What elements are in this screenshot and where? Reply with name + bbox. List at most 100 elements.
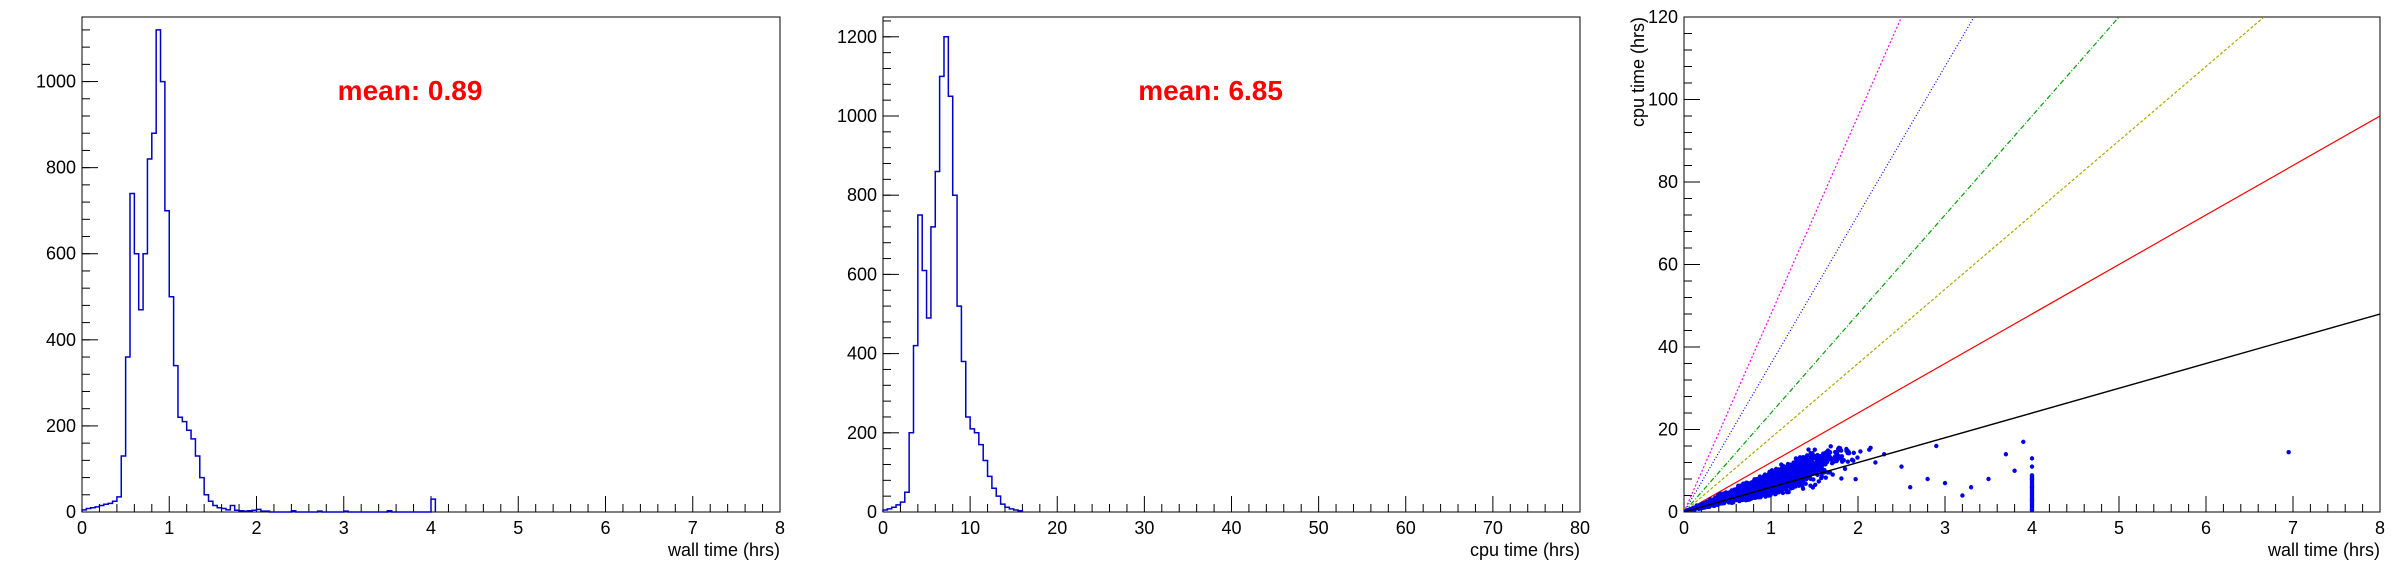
histogram-bin <box>953 195 957 512</box>
x-tick-label: 40 <box>1221 518 1241 538</box>
mean-annotation: mean: 6.85 <box>1138 75 1283 106</box>
scatter-point <box>1834 451 1840 456</box>
scatter-point <box>1746 485 1751 491</box>
histogram-panel-1: 0 1 2 3 4 5 6 7 8 0 200 400 600 800 1000 wall time (hrs… <box>36 16 785 560</box>
scatter-point <box>1808 476 1813 482</box>
histogram-bin <box>222 509 226 512</box>
scatter-point <box>1768 478 1774 483</box>
scatter-point <box>1763 493 1769 498</box>
scatter-point <box>1774 490 1779 496</box>
histogram-bin <box>974 433 978 512</box>
scatter-point <box>1845 450 1850 456</box>
y-tick-label: 0 <box>66 502 76 522</box>
scatter-point <box>1798 479 1804 484</box>
scatter-point <box>1785 477 1790 483</box>
reference-line <box>1684 17 1903 512</box>
scatter-point <box>1813 482 1818 487</box>
x-axis-label: wall time (hrs) <box>2267 540 2380 560</box>
plot-frame <box>1683 16 2381 513</box>
scatter-point <box>1764 477 1770 483</box>
scatter-point <box>1836 445 1842 451</box>
histogram-bin <box>178 417 182 512</box>
scatter-point <box>1781 477 1787 483</box>
histogram-bin <box>86 509 90 512</box>
x-tick-label: 7 <box>2288 518 2298 538</box>
scatter-point <box>1986 476 1991 482</box>
histogram-bin <box>996 496 1000 512</box>
histogram-bin <box>95 507 99 512</box>
reference-line <box>1684 17 1975 512</box>
scatter-point <box>1742 490 1747 495</box>
histogram-bin <box>156 30 160 512</box>
histogram-bin <box>113 501 117 512</box>
y-tick-label: 60 <box>1658 255 1678 275</box>
scatter-point <box>1790 485 1796 491</box>
histogram-bin <box>1009 509 1013 512</box>
histogram-bin <box>209 501 213 512</box>
histogram-bin <box>1014 510 1018 512</box>
y-tick-label: 40 <box>1658 337 1678 357</box>
histogram-bin <box>387 511 391 512</box>
x-tick-label: 1 <box>164 518 174 538</box>
scatter-point <box>1779 468 1785 473</box>
scatter-point <box>2286 449 2291 455</box>
histogram-bin <box>108 503 112 512</box>
histogram-bin <box>147 159 151 512</box>
scatter-point <box>1784 484 1789 489</box>
histogram-bin <box>883 510 887 512</box>
scatter-point <box>1737 487 1743 493</box>
y-tick-label: 120 <box>1648 7 1678 27</box>
scatter-point <box>1855 455 1860 460</box>
y-tick-label: 1200 <box>837 27 877 47</box>
x-tick-label: 10 <box>960 518 980 538</box>
scatter-point <box>1724 492 1729 498</box>
scatter-point <box>2021 439 2026 445</box>
histogram-bin <box>252 510 256 512</box>
y-tick-label: 0 <box>867 502 877 522</box>
x-tick-label: 5 <box>2114 518 2124 538</box>
scatter-point <box>1858 449 1863 454</box>
y-tick-label: 600 <box>46 244 76 264</box>
reference-line <box>1684 115 2380 512</box>
scatter-point <box>1771 473 1776 478</box>
histogram-bin <box>239 511 243 512</box>
histogram-bin <box>117 497 121 512</box>
histogram-bin <box>909 433 913 512</box>
scatter-point <box>1812 465 1817 470</box>
histogram-bin <box>918 215 922 512</box>
scatter-point <box>1853 476 1858 482</box>
x-tick-label: 70 <box>1483 518 1503 538</box>
scatter-point <box>1789 474 1795 479</box>
histogram-bin <box>931 227 935 512</box>
scatter-point <box>1834 458 1839 464</box>
scatter-point <box>1714 496 1720 502</box>
scatter-point <box>1774 486 1780 491</box>
scatter-point <box>1785 468 1790 473</box>
scatter-point <box>1826 457 1831 462</box>
histogram-bin <box>165 211 169 512</box>
y-tick-label: 200 <box>847 423 877 443</box>
histogram-outline <box>81 29 437 513</box>
scatter-point <box>1803 457 1809 462</box>
histogram-bin <box>91 508 95 512</box>
histogram-bin <box>887 509 891 512</box>
histogram-bin <box>230 506 234 512</box>
scatter-point <box>1737 498 1742 504</box>
scatter-point <box>2029 464 2035 469</box>
histogram-bin <box>900 502 904 512</box>
histogram-bin <box>82 510 86 512</box>
histogram-bin <box>204 495 208 512</box>
x-tick-label: 6 <box>2201 518 2211 538</box>
histogram-bin <box>940 76 944 512</box>
scatter-point <box>1845 459 1851 464</box>
histogram-bin <box>979 445 983 512</box>
scatter-point <box>1808 451 1813 456</box>
reference-line <box>1684 17 2120 512</box>
scatter-point <box>1747 481 1752 486</box>
scatter-point <box>1729 492 1735 497</box>
scatter-point <box>1732 489 1738 495</box>
histogram-bin <box>161 82 165 512</box>
histogram-bin <box>922 270 926 512</box>
x-tick-label: 6 <box>600 518 610 538</box>
scatter-point <box>1743 498 1749 503</box>
